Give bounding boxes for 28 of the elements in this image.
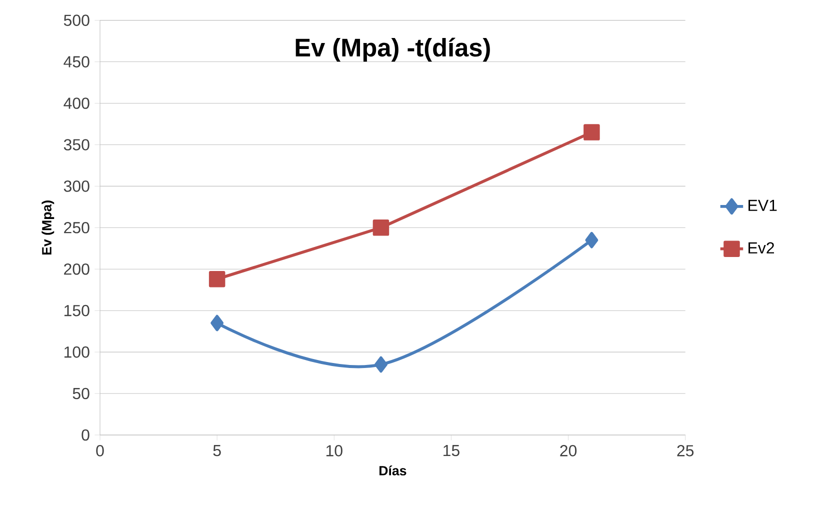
legend-label: Ev2 [748,242,774,254]
legend-label: EV1 [748,200,777,211]
x-tick-label: 10 [326,445,342,456]
y-tick-label: 350 [64,139,90,150]
y-tick-label: 300 [64,180,90,192]
y-tick-label: 50 [72,388,90,400]
x-tick-label: 0 [96,445,104,456]
y-tick-label: 0 [82,429,90,441]
y-tick-label: 450 [64,56,90,68]
y-tick-label: 500 [64,14,90,26]
x-axis-title: Días [379,466,406,476]
point [372,220,390,236]
point [585,232,598,248]
x-tick-label: 5 [213,445,221,456]
y-axis-title: Ev (Mpa) [42,200,54,255]
x-tick-label: 20 [560,445,577,456]
point [374,356,388,373]
y-tick-label: 400 [64,98,90,109]
y-tick-label: 250 [64,222,90,234]
point [584,124,600,140]
text: Ev (Mpa) -t(días) [296,38,490,62]
x-tick-label: 25 [677,445,694,456]
y-tick-label: 100 [64,346,90,358]
point [208,270,226,288]
y-tick-label: 150 [64,304,90,316]
y-tick-label: 200 [64,263,90,275]
point [210,314,224,332]
x-tick-label: 15 [444,445,460,456]
